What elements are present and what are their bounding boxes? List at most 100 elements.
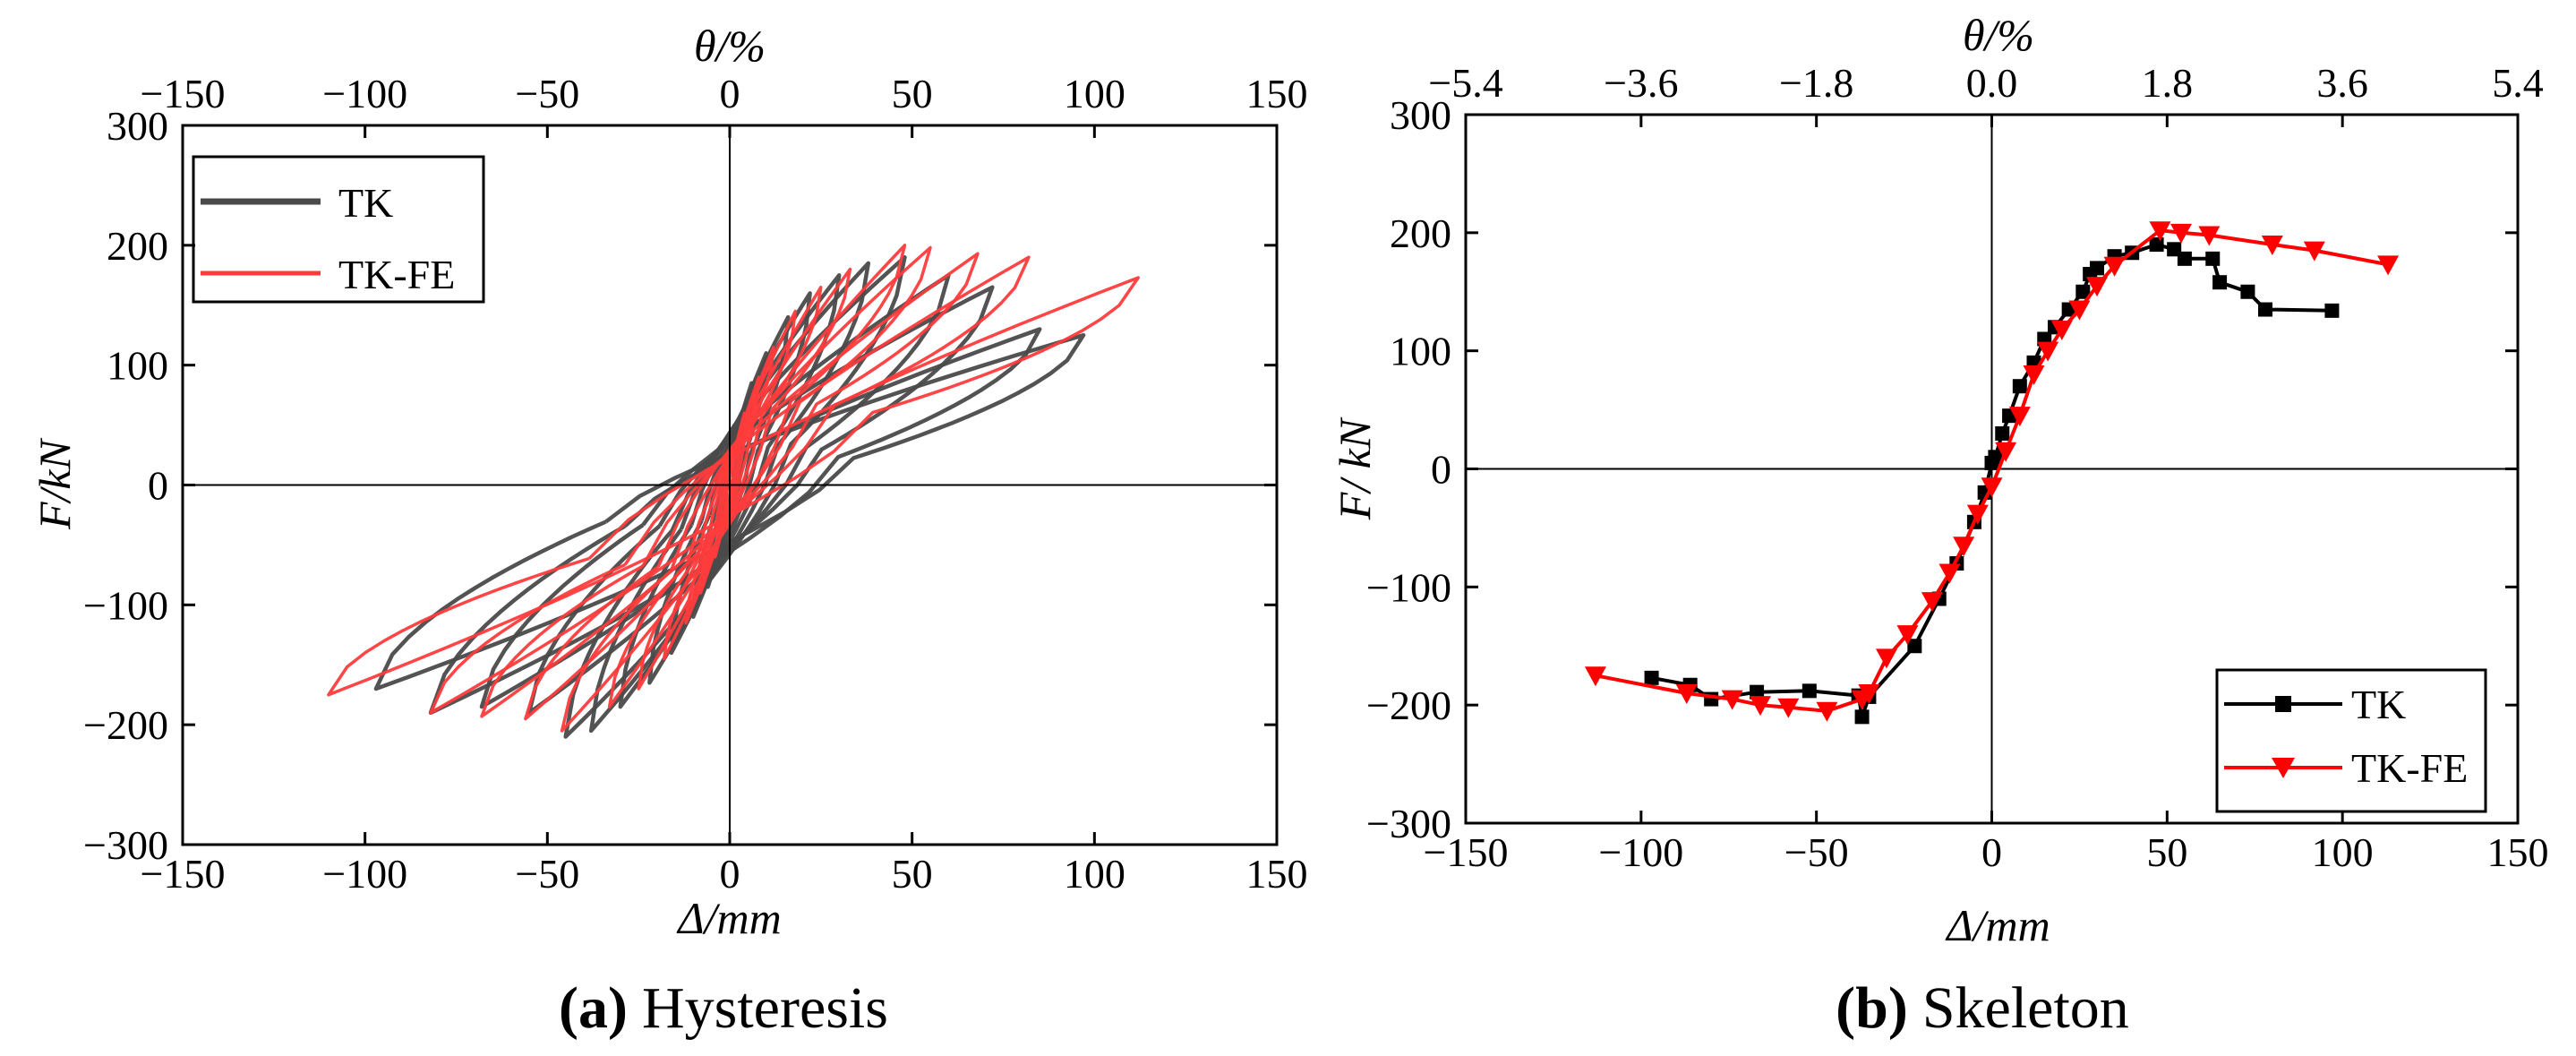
panel-b-legend-tk-label: TK (2351, 682, 2406, 727)
panel-b-toptick-label: −5.4 (1428, 60, 1502, 106)
panel-b-tkfe-point (1981, 477, 2003, 498)
panel-b-ytick-label: 300 (1390, 92, 1451, 138)
panel-a-toptick-label: 150 (1246, 71, 1308, 116)
panel-b-tk-point (2075, 284, 2091, 299)
panel-b-tkfe-point (2198, 226, 2221, 246)
panel-b-tkfe-point (1858, 683, 1880, 704)
panel-a-toptick-label: 50 (892, 71, 933, 116)
panel-b-tk-point (2149, 237, 2164, 253)
panel-a-tk-loop-11 (428, 327, 1042, 716)
panel-a-ytick-label: 300 (107, 103, 168, 149)
panel-b-tkfe-point (1938, 563, 1961, 584)
panel-b-toptick-label: 3.6 (2316, 60, 2368, 106)
panel-a-legend: TK TK-FE (192, 155, 485, 304)
panel-b-tkfe-point (1953, 537, 1975, 557)
panel-b-tkfe-point (2303, 241, 2325, 262)
panel-b-tk-point (2240, 284, 2255, 299)
panel-b-tkfe-point (2023, 365, 2045, 386)
panel-b-series-tkfe (1584, 221, 2400, 722)
panel-b-tkfe-point (2037, 341, 2059, 362)
panel-b-legend: TK TK-FE (2215, 668, 2487, 813)
panel-a-caption: (a) Hysteresis (559, 975, 888, 1041)
panel-b-tkfe-point (1584, 666, 1606, 687)
panel-a-xtick-label: 0 (720, 851, 740, 897)
panel-b-tk-point (2012, 379, 2027, 394)
panel-a-ylabel: F/kN (30, 437, 80, 530)
panel-b-tkfe-point (2149, 221, 2171, 242)
panel-b-toptick-label: 5.4 (2492, 60, 2544, 106)
panel-a-axes: −150 −150 −100 −100 −50 −50 0 0 50 50 100 100 150 150… (83, 71, 1307, 897)
panel-b-tk-point (2324, 303, 2340, 318)
panel-b-tkfe-point (2103, 256, 2126, 277)
panel-b-tk-point (1750, 684, 1765, 700)
panel-b-legend-box (2215, 668, 2487, 813)
panel-a-xtick-label: 150 (1246, 851, 1308, 897)
panel-a-toptick-label: −50 (515, 71, 579, 116)
panel-b-tk-point (1644, 670, 1659, 685)
panel-a-tk-loop-12 (373, 332, 1086, 691)
panel-a-ytick-label: 0 (148, 463, 168, 509)
panel-b-tk-point (1995, 425, 2010, 441)
panel-b-tkfe-point (1816, 701, 1838, 722)
panel-b-tkfe-point (2170, 223, 2192, 244)
panel-b-legend-tkfe-marker (2272, 758, 2295, 778)
panel-b-xtick-label: 0 (1981, 829, 2002, 875)
panel-b-xtick-label: −50 (1784, 829, 1849, 875)
panel-a-series-tkfe (327, 244, 1140, 733)
panel-b-tkfe-point (1995, 442, 2017, 462)
panel-a-tkfe-loop-9 (480, 252, 980, 718)
panel-b-tkfe-point (1966, 504, 1989, 525)
panel-b-tkfe-point (2086, 277, 2108, 297)
panel-b-tkfe-point (2261, 236, 2283, 256)
panel-a-tkfe-loop-11 (327, 276, 1140, 697)
panel-b-tkfe-point (1721, 690, 1743, 710)
panel-b-tkfe-point (1750, 696, 1771, 717)
panel-b-toptick-label: −1.8 (1779, 60, 1853, 106)
panel-b-ytick-label: 200 (1390, 210, 1451, 256)
panel-b-tkfe-point (1777, 698, 1800, 718)
panel-b-ytick-label: −100 (1366, 564, 1451, 610)
panel-a-tkfe-loop-6 (607, 267, 852, 708)
panel-a-plot-area (327, 244, 1140, 739)
panel-a-xtick-label: 50 (892, 851, 933, 897)
panel-b-tkfe-point (1896, 625, 1919, 646)
panel-a-caption-text: Hysteresis (642, 975, 888, 1041)
panel-a-top-xlabel: θ/% (694, 21, 766, 71)
panel-a-caption-letter: (a) (559, 975, 628, 1041)
panel-a-tkfe-loop-7 (560, 244, 907, 733)
panel-b-ytick-label: 0 (1431, 447, 1451, 493)
panel-b-tk-point (2177, 251, 2192, 266)
panel-b-tk-point (2258, 302, 2272, 317)
panel-a-xtick-label: −50 (515, 851, 579, 897)
panel-b-legend-tk-marker (2275, 696, 2291, 712)
panel-b-tkfe-point (1876, 648, 1897, 669)
panel-b-tk-point (2205, 251, 2221, 266)
panel-b-tk-point (2090, 261, 2104, 276)
panel-b-xtick-label: 50 (2146, 829, 2187, 875)
panel-b-caption-text: Skeleton (1922, 975, 2129, 1041)
panel-b-tk-point (1988, 450, 2003, 465)
panel-b-skeleton: −150 −5.4 −100 −3.6 −50 −1.8 0 0.0 50 1.8 100 3.6 15… (1330, 10, 2549, 1041)
panel-b-legend-tkfe-label: TK-FE (2351, 745, 2468, 791)
panel-a-hysteresis: −150 −150 −100 −100 −50 −50 0 0 50 50 100 100 150 150… (30, 21, 1308, 1041)
panel-b-ytick-label: 100 (1390, 329, 1451, 374)
panel-b-caption-letter: (b) (1836, 975, 1908, 1041)
panel-a-ytick-label: 200 (107, 223, 168, 269)
panel-b-tk-point (1801, 683, 1817, 699)
panel-b-caption: (b) Skeleton (1836, 975, 2129, 1041)
panel-b-tkfe-point (2008, 407, 2031, 427)
panel-a-xtick-label: 100 (1064, 851, 1125, 897)
panel-b-plot-area (1584, 221, 2400, 725)
panel-a-toptick-label: −100 (322, 71, 407, 116)
panel-a-toptick-label: −150 (141, 71, 226, 116)
panel-a-ytick-label: −100 (83, 582, 168, 628)
panel-b-tkfe-point (2377, 255, 2400, 276)
panel-b-toptick-label: −3.6 (1604, 60, 1678, 106)
panel-b-xtick-label: −150 (1424, 829, 1509, 875)
panel-b-tk-point (1854, 709, 1870, 725)
panel-a-toptick-label: 100 (1064, 71, 1125, 116)
panel-b-tk-point (1907, 639, 1922, 654)
panel-b-tkfe-point (1675, 683, 1698, 704)
panel-b-toptick-label: 1.8 (2142, 60, 2194, 106)
